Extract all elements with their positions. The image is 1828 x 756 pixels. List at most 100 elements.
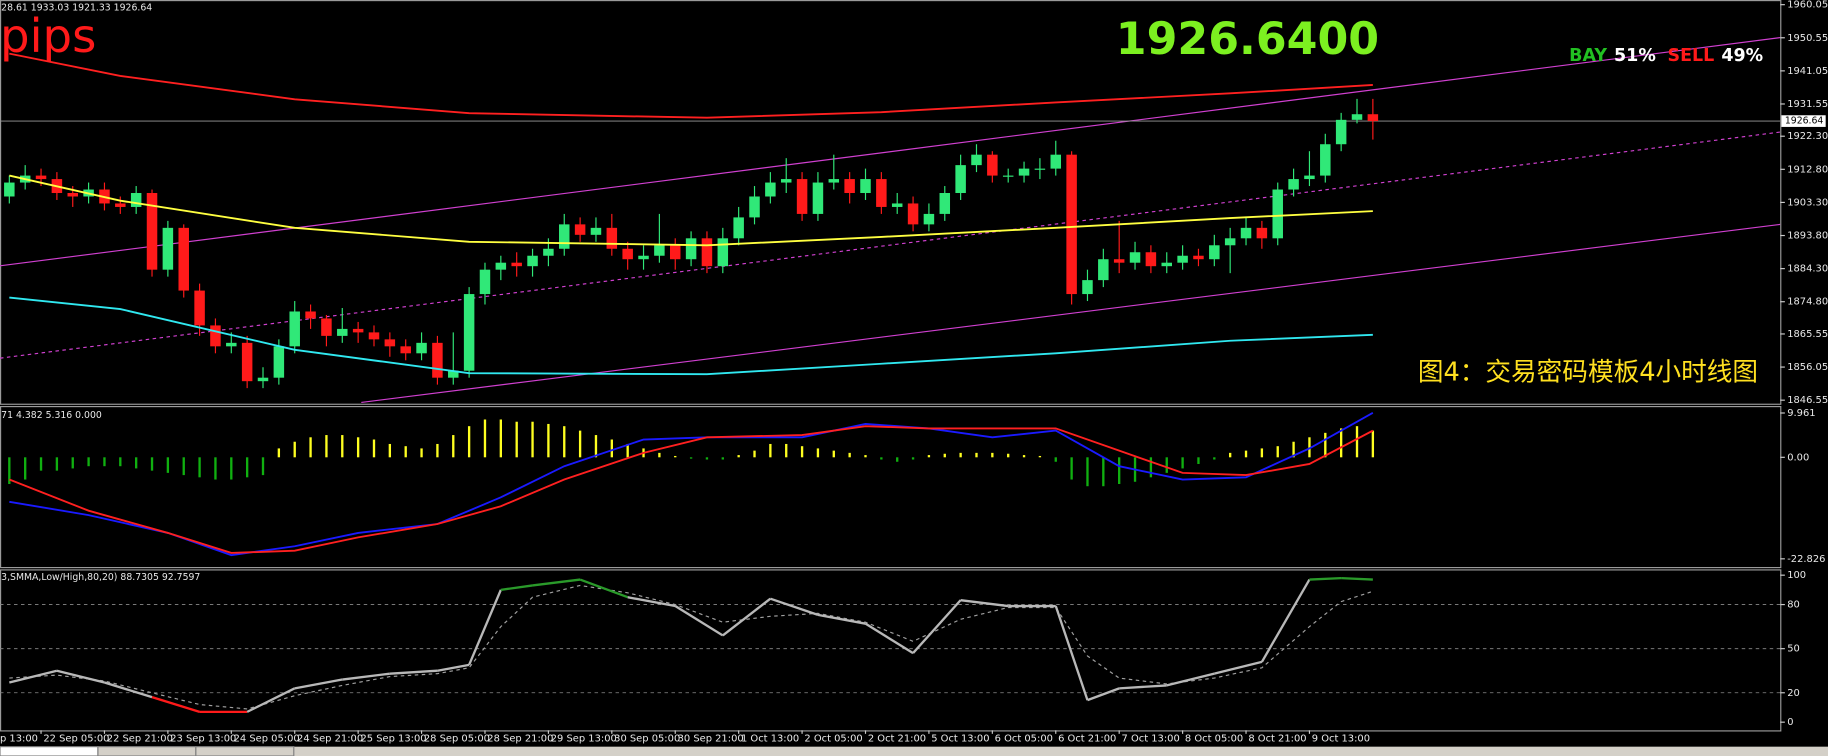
macd-bar xyxy=(816,448,820,458)
macd-bar xyxy=(1324,432,1327,458)
price-display: 1926.6400 xyxy=(1116,14,1379,65)
candle-body xyxy=(416,342,427,354)
macd-bar xyxy=(1355,426,1359,458)
x-tick-label: 29 Sep 13:00 xyxy=(551,733,617,744)
candle-body xyxy=(1320,144,1331,176)
candle-body xyxy=(400,346,411,354)
candle-body xyxy=(1034,168,1046,170)
candle-body xyxy=(337,328,348,336)
candle-body xyxy=(939,193,951,214)
macd-bar xyxy=(436,443,439,458)
stoch-segment xyxy=(817,613,866,625)
caption: 图4：交易密码模板4小时线图 xyxy=(1418,357,1758,387)
indicator-header: 28.61 1933.03 1921.33 1926.64 xyxy=(1,3,152,14)
macd-bar xyxy=(1229,452,1232,458)
macd-bar xyxy=(499,419,503,458)
y-tick-label: 50 xyxy=(1787,644,1800,655)
macd-bar xyxy=(610,439,613,458)
candle-body xyxy=(574,224,586,235)
candle-body xyxy=(146,193,158,270)
macd-bar xyxy=(1022,455,1026,458)
candle-body xyxy=(955,165,966,194)
tab[interactable] xyxy=(97,746,197,756)
candle-body xyxy=(733,217,744,239)
stoch-segment xyxy=(246,687,296,713)
candle-body xyxy=(971,154,982,166)
macd-bar xyxy=(515,421,518,458)
stoch-segment xyxy=(912,599,962,654)
tab[interactable] xyxy=(195,746,295,756)
plot-area xyxy=(8,412,1375,557)
macd-bar xyxy=(1165,457,1168,473)
stoch-segment xyxy=(722,597,772,637)
candle-body xyxy=(178,227,189,291)
macd-bar xyxy=(198,457,201,478)
candle-body xyxy=(1145,252,1157,267)
candle-body xyxy=(210,325,221,347)
moving-average xyxy=(9,52,1373,119)
macd-bar xyxy=(578,430,582,458)
macd-bar xyxy=(55,457,59,471)
stoch-segment xyxy=(579,578,629,599)
candle-body xyxy=(1335,119,1347,145)
y-tick-label: -22.826 xyxy=(1787,554,1825,565)
tab-bar xyxy=(0,746,1828,756)
candle-body xyxy=(1272,189,1283,239)
candle-body xyxy=(860,179,871,194)
candle-body xyxy=(241,342,253,382)
x-tick-label: 6 Oct 21:00 xyxy=(1058,733,1116,744)
candle-body xyxy=(273,346,285,378)
candle-body xyxy=(1288,179,1299,190)
macd-bar xyxy=(975,452,978,458)
candle-body xyxy=(1113,259,1125,263)
macd-bar xyxy=(261,457,265,476)
candle-body xyxy=(987,154,998,176)
macd-bar xyxy=(896,457,899,462)
stoch-segment xyxy=(769,597,819,616)
macd-bar xyxy=(103,457,106,467)
macd-bar xyxy=(737,455,740,458)
macd-bar xyxy=(927,455,931,458)
stoch-segment xyxy=(9,669,58,684)
candle-body xyxy=(559,224,570,249)
candle-body xyxy=(1193,255,1204,260)
macd-bar xyxy=(483,419,487,458)
stoch-segment xyxy=(1087,687,1120,702)
x-tick-label: 30 Sep 05:00 xyxy=(614,733,680,744)
candle-body xyxy=(305,311,316,319)
y-tick-label: 1865.55 xyxy=(1787,329,1828,340)
candle-body xyxy=(765,182,776,197)
stoch-segment xyxy=(960,598,1009,608)
candle-body xyxy=(321,318,332,336)
macd-bar xyxy=(1292,441,1295,458)
macd-bar xyxy=(166,457,170,473)
channel-line xyxy=(0,131,1781,359)
y-tick-label: 0 xyxy=(1787,717,1793,728)
macd-bar xyxy=(1260,448,1264,458)
macd-bar xyxy=(24,457,27,480)
candle-body xyxy=(1209,245,1220,260)
stoch-segment xyxy=(1166,672,1215,687)
sentiment-name: SELL xyxy=(1668,46,1715,66)
macd-panel-border xyxy=(0,406,1782,569)
signal-line xyxy=(9,584,1374,710)
macd-bar xyxy=(1244,450,1248,458)
macd-bar xyxy=(721,457,724,460)
candle-body xyxy=(654,245,665,256)
candle-body xyxy=(891,203,903,207)
macd-bar xyxy=(420,448,423,458)
tab[interactable] xyxy=(0,746,99,756)
x-tick-label: 24 Sep 05:00 xyxy=(234,733,300,744)
x-tick-label: 22 Sep 05:00 xyxy=(43,733,109,744)
macd-bar xyxy=(404,446,407,458)
macd-bar xyxy=(372,439,376,458)
macd-bar xyxy=(753,450,756,458)
macd-bar xyxy=(356,437,360,458)
candle-body xyxy=(876,179,887,207)
macd-bar xyxy=(293,441,296,458)
candle-body xyxy=(115,203,126,207)
candle-body xyxy=(1066,154,1077,295)
candle-body xyxy=(194,290,205,326)
macd-bar xyxy=(135,457,138,469)
